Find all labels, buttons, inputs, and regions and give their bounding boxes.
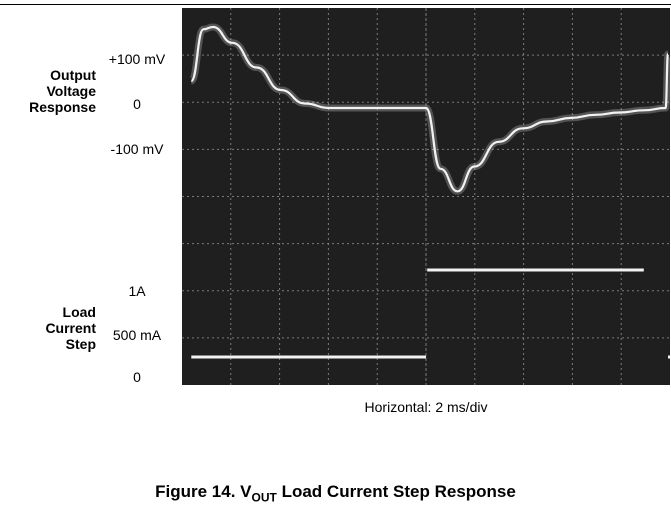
load-label-line-1: Load [62,304,96,320]
voltage-tick-plus100: +100 mV [108,51,166,67]
output-label-line-2: Voltage [46,83,96,99]
load-label-line-2: Current [45,320,96,336]
current-tick-zero: 0 [133,369,141,385]
horizontal-scale-label: Horizontal: 2 ms/div [364,399,488,415]
figure-caption: Figure 14. VOUT Load Current Step Respon… [0,482,671,504]
caption-subscript: OUT [251,490,277,505]
load-label-line-3: Step [65,336,96,352]
oscilloscope-screen [182,8,670,385]
caption-prefix: Figure 14. V [155,482,252,501]
output-label-line-3: Response [29,99,96,115]
graticule [182,8,670,385]
caption-suffix: Load Current Step Response [276,482,516,501]
voltage-tick-zero: 0 [133,96,141,112]
top-rule [0,4,671,5]
output-label-line-1: Output [50,67,96,83]
current-tick-1a: 1A [128,283,146,299]
voltage-tick-minus100: -100 mV [110,141,164,157]
voltage-trace [190,25,670,193]
current-tick-500ma: 500 mA [112,327,162,343]
traces [187,23,670,359]
